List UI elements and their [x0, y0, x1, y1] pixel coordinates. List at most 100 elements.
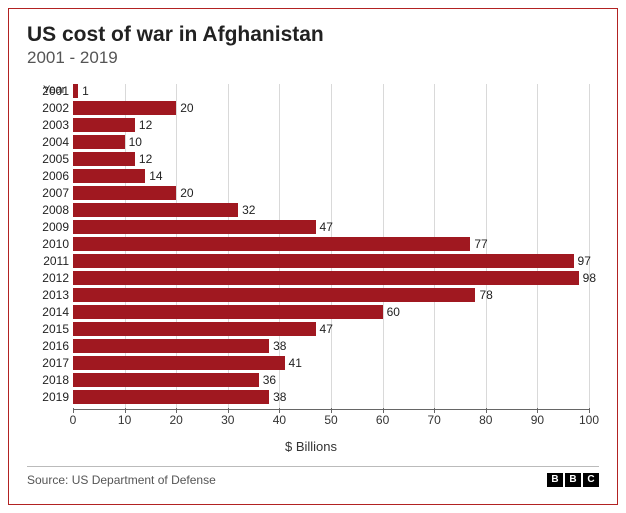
- year-label: 2001: [33, 84, 69, 98]
- bar: [73, 237, 470, 251]
- bar-row: 2011 97: [33, 254, 589, 271]
- year-label: 2016: [33, 339, 69, 353]
- year-label: 2006: [33, 169, 69, 183]
- bar: [73, 339, 269, 353]
- value-label: 1: [82, 84, 89, 98]
- bar: [73, 271, 579, 285]
- bar: [73, 101, 176, 115]
- bar-row: 2005 12: [33, 152, 589, 169]
- bar-row: 2007 20: [33, 186, 589, 203]
- year-label: 2008: [33, 203, 69, 217]
- year-label: 2009: [33, 220, 69, 234]
- value-label: 38: [273, 390, 286, 404]
- bbc-logo-letter: C: [583, 473, 599, 487]
- year-label: 2017: [33, 356, 69, 370]
- bbc-logo-letter: B: [565, 473, 581, 487]
- x-tick-label: 50: [324, 413, 337, 427]
- year-label: 2012: [33, 271, 69, 285]
- bar-row: 2015 47: [33, 322, 589, 339]
- value-label: 41: [289, 356, 302, 370]
- bar: [73, 186, 176, 200]
- value-label: 47: [320, 220, 333, 234]
- value-label: 98: [583, 271, 596, 285]
- bar: [73, 322, 316, 336]
- bar-row: 2008 32: [33, 203, 589, 220]
- x-tick-label: 10: [118, 413, 131, 427]
- value-label: 10: [129, 135, 142, 149]
- x-tick-label: 90: [531, 413, 544, 427]
- year-label: 2003: [33, 118, 69, 132]
- bar-row: 2002 20: [33, 101, 589, 118]
- x-tick-label: 60: [376, 413, 389, 427]
- x-axis-title: $ Billions: [33, 439, 589, 454]
- year-label: 2018: [33, 373, 69, 387]
- bar: [73, 305, 383, 319]
- bar: [73, 118, 135, 132]
- bbc-logo-letter: B: [547, 473, 563, 487]
- value-label: 20: [180, 186, 193, 200]
- value-label: 77: [474, 237, 487, 251]
- year-label: 2015: [33, 322, 69, 336]
- value-label: 12: [139, 118, 152, 132]
- bar: [73, 356, 285, 370]
- value-label: 14: [149, 169, 162, 183]
- bar-row: 2001 1: [33, 84, 589, 101]
- bar-row: 2018 36: [33, 373, 589, 390]
- bars-container: 2001120022020031220041020051220061420072…: [33, 84, 589, 413]
- value-label: 12: [139, 152, 152, 166]
- bbc-logo: B B C: [547, 473, 599, 487]
- chart-footer: Source: US Department of Defense B B C: [27, 466, 599, 487]
- bar-row: 2014 60: [33, 305, 589, 322]
- x-tick-label: 30: [221, 413, 234, 427]
- bar: [73, 220, 316, 234]
- value-label: 20: [180, 101, 193, 115]
- bar-row: 2013 78: [33, 288, 589, 305]
- bar-row: 2004 10: [33, 135, 589, 152]
- bar-row: 2016 38: [33, 339, 589, 356]
- year-label: 2010: [33, 237, 69, 251]
- x-tick-label: 70: [428, 413, 441, 427]
- year-label: 2014: [33, 305, 69, 319]
- x-tick-label: 40: [273, 413, 286, 427]
- chart-area: Year 20011200220200312200410200512200614…: [33, 84, 589, 413]
- year-label: 2004: [33, 135, 69, 149]
- bar-row: 2003 12: [33, 118, 589, 135]
- year-label: 2013: [33, 288, 69, 302]
- bar: [73, 135, 125, 149]
- bar: [73, 288, 475, 302]
- bar: [73, 84, 78, 98]
- bar: [73, 169, 145, 183]
- value-label: 60: [387, 305, 400, 319]
- plot-region: 2001120022020031220041020051220061420072…: [33, 84, 589, 413]
- value-label: 47: [320, 322, 333, 336]
- bar: [73, 203, 238, 217]
- year-label: 2002: [33, 101, 69, 115]
- bar-row: 2006 14: [33, 169, 589, 186]
- chart-subtitle: 2001 - 2019: [27, 48, 599, 68]
- x-tick-label: 0: [70, 413, 77, 427]
- value-label: 36: [263, 373, 276, 387]
- source-text: Source: US Department of Defense: [27, 473, 216, 487]
- bar: [73, 152, 135, 166]
- bar: [73, 373, 259, 387]
- year-label: 2005: [33, 152, 69, 166]
- bar-row: 2017 41: [33, 356, 589, 373]
- bar: [73, 254, 574, 268]
- x-tick-label: 100: [579, 413, 599, 427]
- x-tick-label: 20: [170, 413, 183, 427]
- year-label: 2019: [33, 390, 69, 404]
- value-label: 78: [479, 288, 492, 302]
- x-tick-label: 80: [479, 413, 492, 427]
- value-label: 97: [578, 254, 591, 268]
- value-label: 38: [273, 339, 286, 353]
- year-label: 2007: [33, 186, 69, 200]
- bar-row: 2009 47: [33, 220, 589, 237]
- value-label: 32: [242, 203, 255, 217]
- bar-row: 2019 38: [33, 390, 589, 407]
- year-label: 2011: [33, 254, 69, 268]
- chart-frame: US cost of war in Afghanistan 2001 - 201…: [8, 8, 618, 505]
- chart-title: US cost of war in Afghanistan: [27, 23, 599, 46]
- bar: [73, 390, 269, 404]
- bar-row: 201298: [33, 271, 589, 288]
- bar-row: 2010 77: [33, 237, 589, 254]
